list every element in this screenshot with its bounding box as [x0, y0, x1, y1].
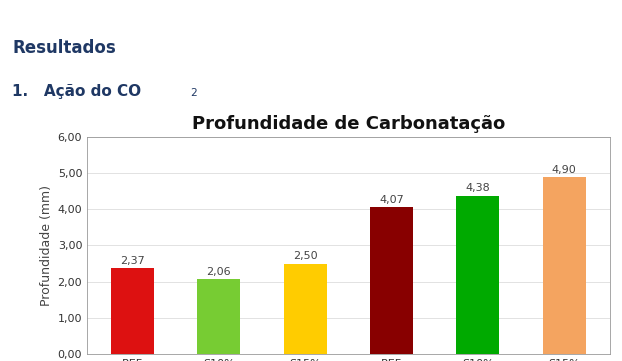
Text: 4,07: 4,07	[379, 195, 404, 205]
Bar	[457, 196, 499, 354]
Text: 1.   Ação do CO: 1. Ação do CO	[12, 84, 142, 99]
Text: $_2$: $_2$	[190, 84, 198, 99]
Title: Profundidade de Carbonatação: Profundidade de Carbonatação	[192, 115, 505, 133]
Bar	[370, 207, 413, 354]
Text: 2,37: 2,37	[120, 256, 145, 266]
Text: 4,38: 4,38	[465, 183, 490, 193]
Y-axis label: Profundidade (mm): Profundidade (mm)	[40, 185, 53, 306]
Bar	[197, 279, 240, 354]
Bar	[284, 264, 327, 354]
Text: 2,50: 2,50	[293, 251, 317, 261]
Bar	[111, 268, 154, 354]
Text: 2,06: 2,06	[207, 267, 231, 277]
Bar	[542, 177, 586, 354]
Text: 4,90: 4,90	[552, 165, 577, 175]
Text: Resultados: Resultados	[12, 39, 116, 57]
